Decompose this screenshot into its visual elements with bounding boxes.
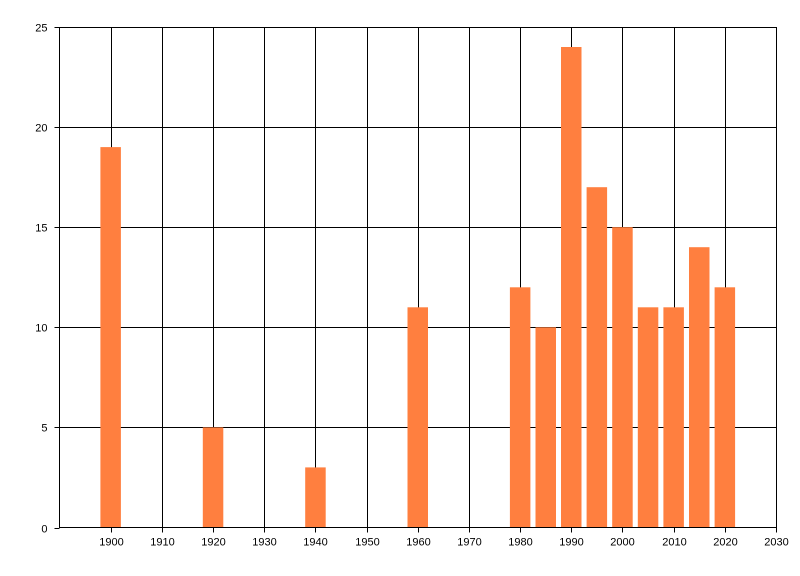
- y-tick-label: 20: [35, 123, 47, 135]
- x-tick-label: 2020: [713, 537, 737, 549]
- bar: [714, 287, 736, 528]
- x-tick-label: 2010: [662, 537, 686, 549]
- bar: [561, 47, 582, 528]
- y-tick-label: 5: [41, 423, 47, 435]
- x-axis-ticks: 1900 1910 1920 1930 1940 1950 1960 1970 1980 1990…: [99, 527, 789, 549]
- bar: [663, 307, 684, 528]
- axes: [59, 27, 776, 528]
- x-tick-label: 1920: [201, 537, 225, 549]
- bar: [305, 467, 326, 528]
- bar: [689, 247, 710, 528]
- bar: [407, 307, 428, 528]
- bars: [100, 47, 736, 528]
- x-tick-label: 1940: [303, 537, 327, 549]
- bar: [535, 327, 556, 528]
- x-tick-label: 1910: [150, 537, 174, 549]
- bar: [637, 307, 659, 528]
- x-tick-label: 1960: [406, 537, 430, 549]
- x-tick-label: 1900: [99, 537, 123, 549]
- x-tick-label: 2030: [764, 537, 788, 549]
- y-tick-label: 10: [35, 323, 47, 335]
- y-tick-label: 25: [35, 23, 47, 35]
- bar: [586, 187, 608, 528]
- y-tick-label: 15: [35, 223, 47, 235]
- x-tick-label: 1970: [457, 537, 481, 549]
- y-axis-ticks: 0 5 10 15 20 25: [35, 23, 60, 536]
- bar: [509, 287, 531, 528]
- x-tick-label: 1930: [252, 537, 276, 549]
- bar: [100, 147, 121, 528]
- bar: [202, 427, 224, 528]
- x-tick-label: 1990: [559, 537, 583, 549]
- x-tick-label: 1950: [355, 537, 379, 549]
- bar: [612, 227, 633, 528]
- x-tick-label: 1980: [508, 537, 532, 549]
- x-tick-label: 2000: [610, 537, 634, 549]
- y-tick-label: 0: [41, 524, 47, 536]
